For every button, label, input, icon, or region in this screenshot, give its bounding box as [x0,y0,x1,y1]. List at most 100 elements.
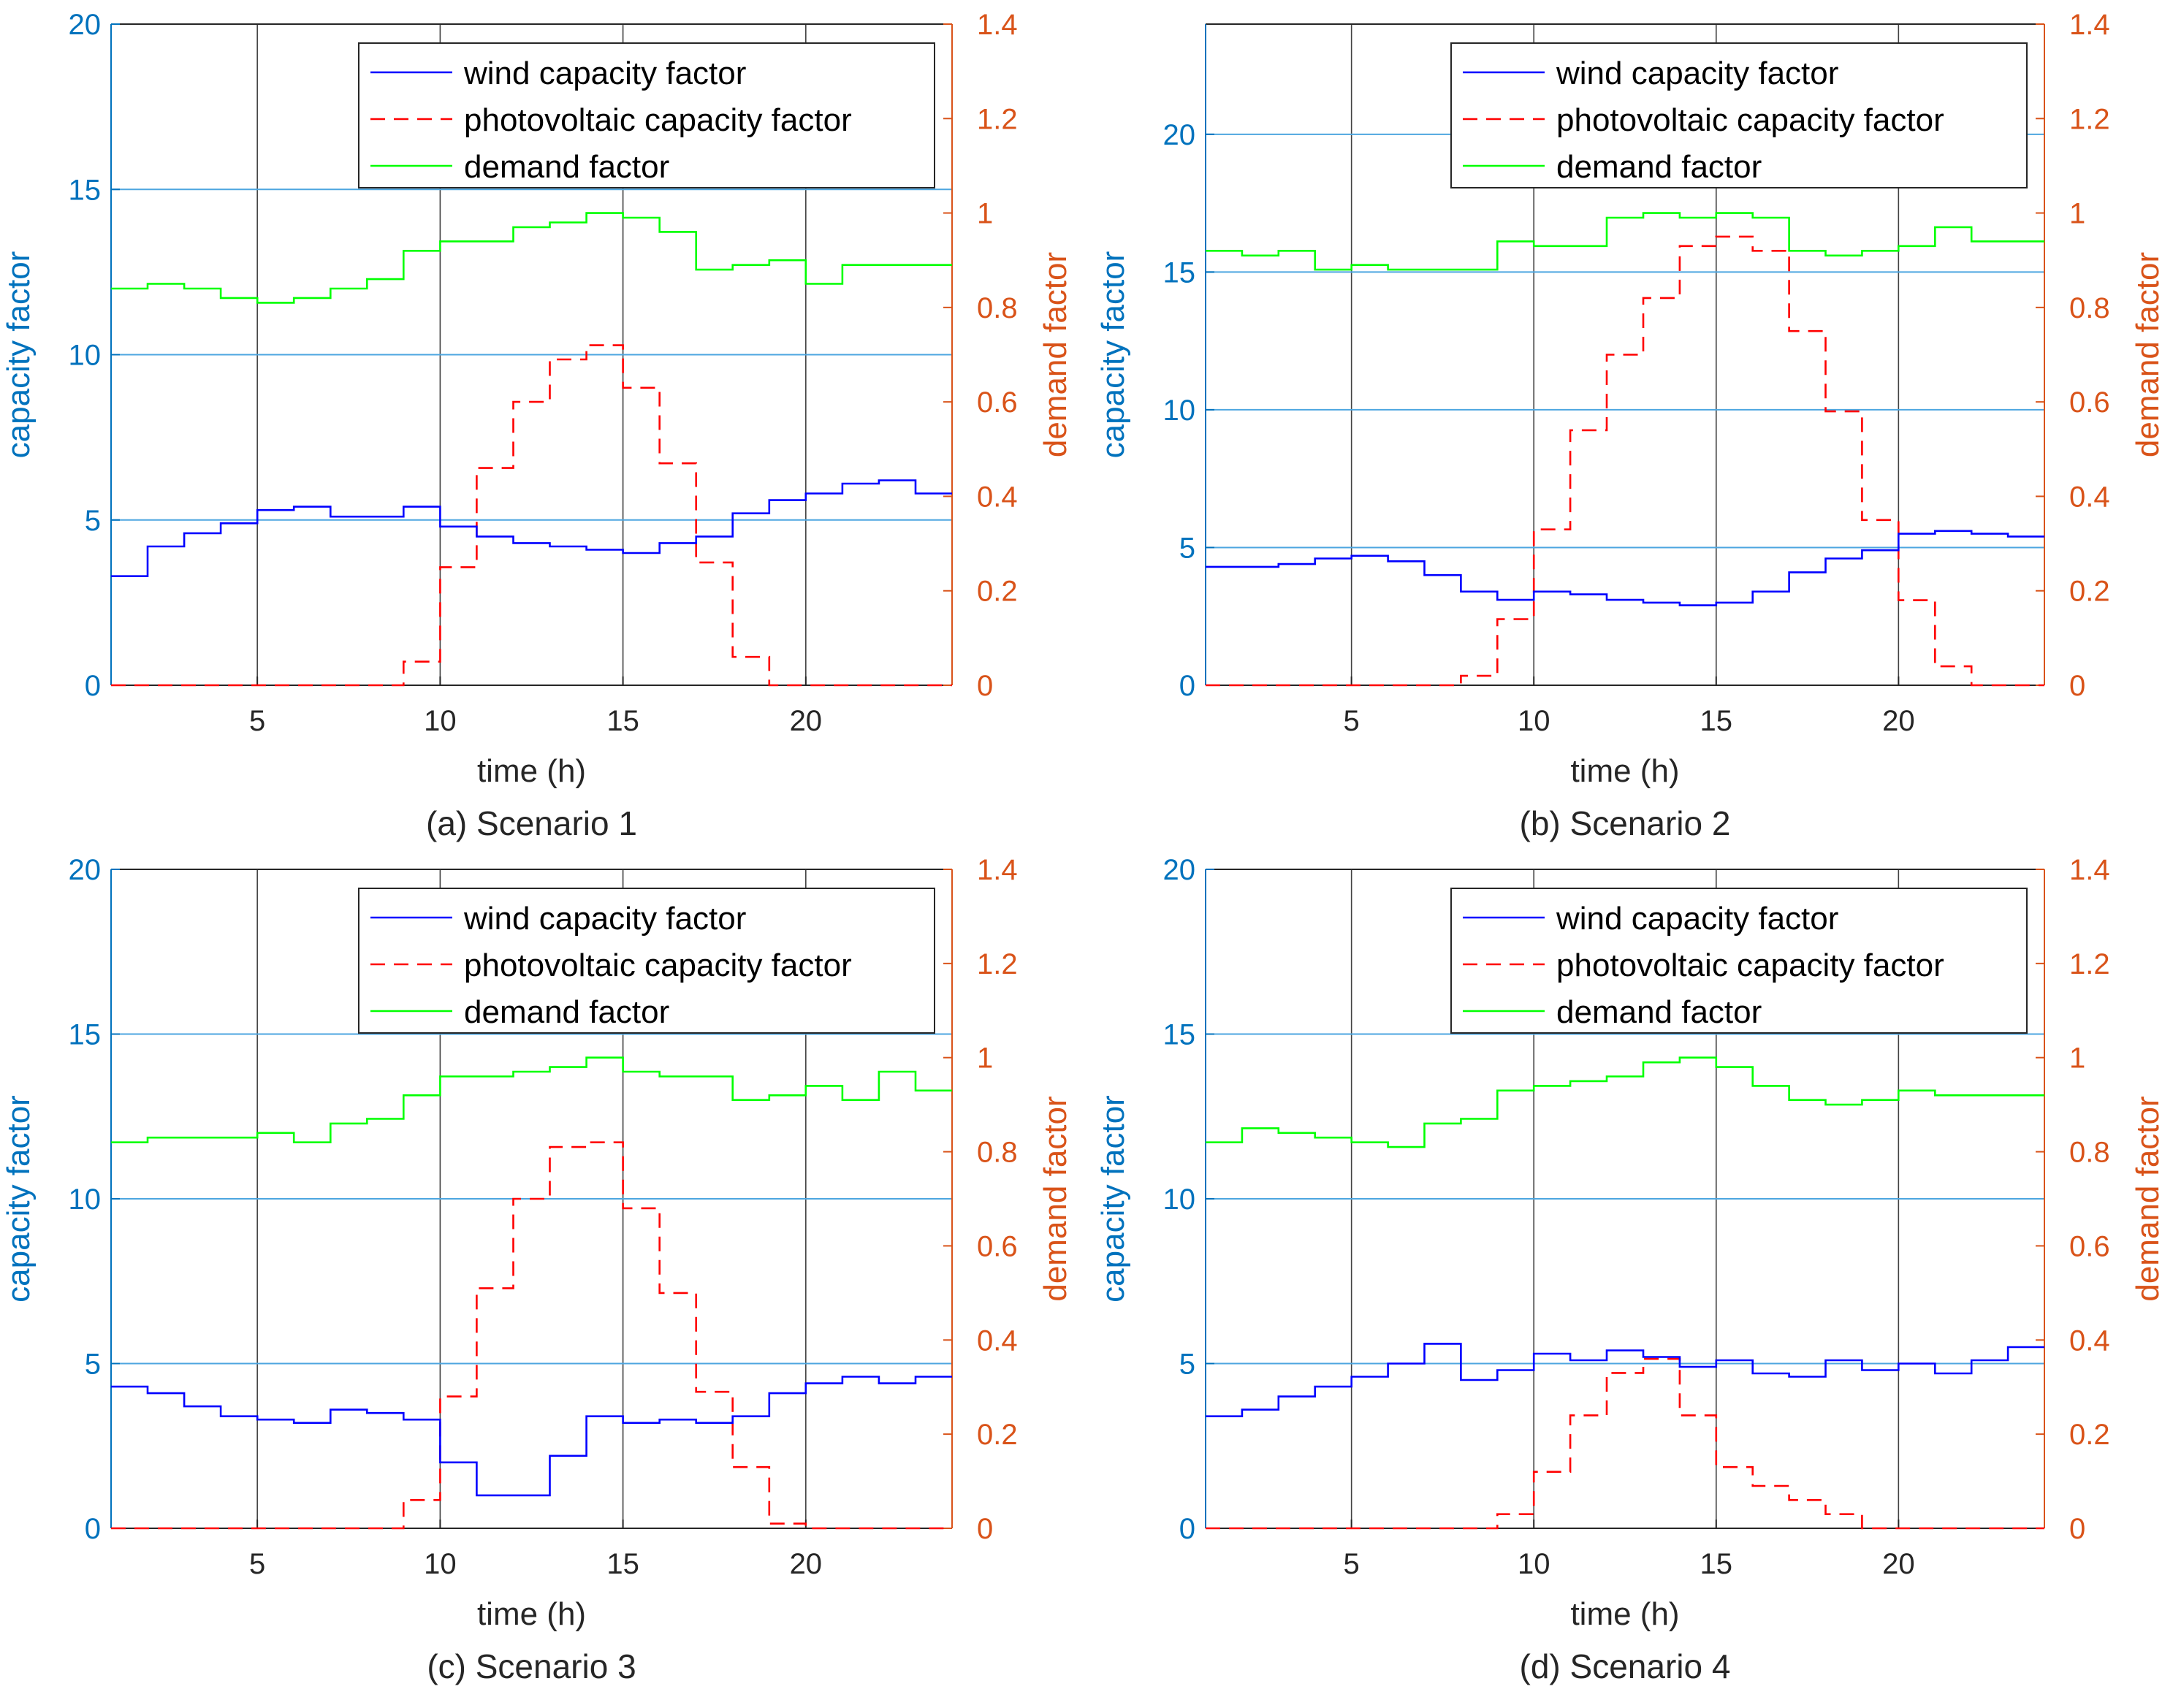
y-right-tick-label: 0.2 [977,576,1018,608]
panel-1: 0 5 10 15 20 0 0.2 0.4 0.6 0.8 1 1.2 1.4 5 10 15 20 capac… [1,9,1073,842]
series-photovoltaic-capacity-factor [111,344,952,687]
y-tick-label: 20 [1163,119,1196,151]
y-right-tick-label: 0 [2069,670,2085,702]
legend: wind capacity factor photovoltaic capacit… [358,888,935,1034]
x-axis-title: time (h) [477,753,586,789]
series-wind-capacity-factor [1206,530,2044,606]
series-wind-capacity-factor [111,479,952,577]
y-tick-label: 15 [69,174,102,206]
x-axis-title: time (h) [1570,1596,1679,1632]
y-right-tick-label: 0.6 [977,386,1018,419]
legend-label: demand factor [1556,149,1762,185]
x-tick-label: 5 [249,1548,265,1580]
series-wind-capacity-factor [111,1376,952,1497]
series-demand-factor [111,212,952,304]
legend-label: demand factor [464,149,669,185]
x-axis-title: time (h) [1570,753,1679,789]
legend-box [1450,42,2028,188]
legend-label: wind capacity factor [463,56,746,91]
x-tick-label: 15 [606,705,639,737]
y-right-tick-label: 1.2 [977,948,1018,980]
x-tick-label: 5 [249,705,265,737]
legend-label: demand factor [464,994,669,1030]
subplot-caption: (d) Scenario 4 [1520,1647,1731,1685]
y-tick-label: 15 [69,1019,102,1051]
legend-label: demand factor [1556,994,1762,1030]
y-tick-label: 10 [69,340,102,372]
y-axis-title: capacity factor [1095,251,1131,459]
y-tick-label: 0 [85,1513,101,1545]
y-right-tick-label: 0.6 [2069,386,2110,419]
y-right-tick-label: 1 [2069,1042,2085,1075]
y-axis-title: capacity factor [1,1095,37,1303]
legend: wind capacity factor photovoltaic capacit… [358,42,935,188]
x-tick-label: 15 [606,1548,639,1580]
y-tick-label: 0 [1179,1513,1195,1545]
x-tick-label: 10 [1518,705,1550,737]
legend-label: wind capacity factor [1556,901,1838,937]
x-tick-label: 5 [1344,705,1360,737]
y-tick-label: 10 [69,1183,102,1216]
y-tick-label: 0 [85,670,101,702]
y-right-tick-label: 1.4 [977,9,1018,41]
y-right-tick-label: 0 [977,1513,993,1545]
panel-3: 0 5 10 15 20 0 0.2 0.4 0.6 0.8 1 1.2 1.4 5 10 15 20 capac… [1,854,1073,1685]
y-right-tick-label: 0.6 [2069,1230,2110,1262]
y-right-axis-title: demand factor [2130,252,2166,457]
y-right-tick-label: 0.2 [2069,576,2110,608]
y-tick-label: 20 [69,9,102,41]
y-tick-label: 10 [1163,394,1196,427]
series-photovoltaic-capacity-factor [111,1141,952,1530]
x-tick-label: 15 [1700,705,1733,737]
series-photovoltaic-capacity-factor [1206,235,2044,687]
x-tick-label: 20 [1882,1548,1915,1580]
y-right-tick-label: 0.4 [2069,1324,2110,1357]
y-right-tick-label: 0.4 [977,1324,1018,1357]
y-right-tick-label: 1 [977,1042,993,1075]
series-demand-factor [1206,212,2044,271]
y-right-tick-label: 1.2 [2069,948,2110,980]
y-right-axis-title: demand factor [1038,252,1073,457]
legend-label: photovoltaic capacity factor [1556,102,1944,138]
y-right-tick-label: 1.4 [2069,854,2110,886]
x-tick-label: 5 [1344,1548,1360,1580]
x-tick-label: 10 [1518,1548,1550,1580]
y-tick-label: 0 [1179,670,1195,702]
series-photovoltaic-capacity-factor [1206,1357,2044,1530]
y-tick-label: 5 [1179,1349,1195,1381]
panel-4: 0 5 10 15 20 0 0.2 0.4 0.6 0.8 1 1.2 1.4 5 10 15 20 capac… [1095,854,2166,1685]
y-tick-label: 5 [85,505,101,537]
y-right-tick-label: 1.4 [2069,9,2110,41]
y-tick-label: 5 [85,1349,101,1381]
y-right-tick-label: 0.6 [977,1230,1018,1262]
x-tick-label: 10 [424,705,457,737]
series-demand-factor [111,1056,952,1143]
y-axis-title: capacity factor [1095,1095,1131,1303]
x-tick-label: 15 [1700,1548,1733,1580]
y-right-tick-label: 1.4 [977,854,1018,886]
legend-label: photovoltaic capacity factor [464,948,852,983]
subplot-caption: (c) Scenario 3 [427,1647,636,1685]
y-right-tick-label: 0.2 [2069,1419,2110,1451]
legend: wind capacity factor photovoltaic capacit… [1450,42,2028,188]
subplot-caption: (b) Scenario 2 [1520,804,1731,842]
legend-label: wind capacity factor [1556,56,1838,91]
y-right-tick-label: 0 [977,670,993,702]
legend-box [358,888,935,1034]
y-right-tick-label: 1.2 [977,103,1018,135]
legend-label: wind capacity factor [463,901,746,937]
subplot-caption: (a) Scenario 1 [426,804,637,842]
x-tick-label: 20 [790,705,823,737]
y-tick-label: 15 [1163,256,1196,289]
y-tick-label: 20 [69,854,102,886]
series-demand-factor [1206,1056,2044,1148]
series-wind-capacity-factor [1206,1343,2044,1417]
x-tick-label: 10 [424,1548,457,1580]
y-right-tick-label: 1 [2069,198,2085,230]
x-tick-label: 20 [790,1548,823,1580]
y-right-tick-label: 1.2 [2069,103,2110,135]
y-right-tick-label: 0.8 [2069,1137,2110,1169]
y-right-tick-label: 0.8 [977,1137,1018,1169]
y-tick-label: 10 [1163,1183,1196,1216]
